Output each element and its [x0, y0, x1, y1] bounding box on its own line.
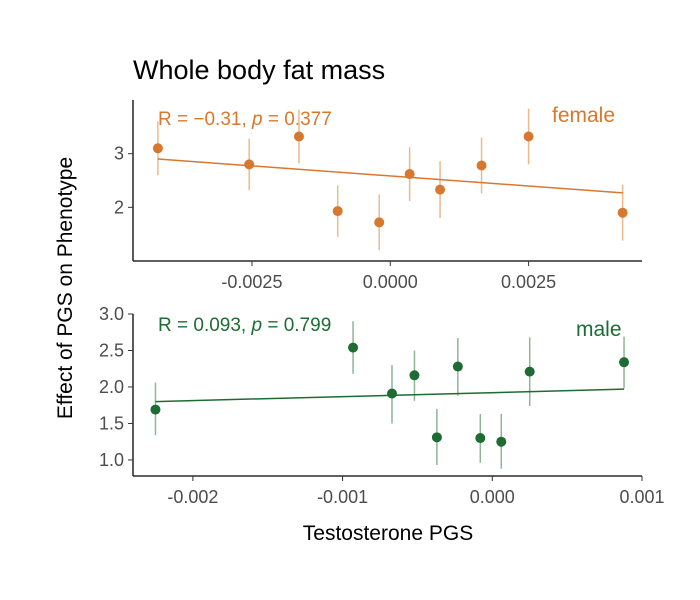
female-x-tick-label: -0.0025 [221, 272, 282, 292]
female-data-point [152, 143, 163, 154]
male-data-point [431, 432, 442, 443]
female-data-point [244, 159, 255, 170]
y-axis-label: Effect of PGS on Phenotype [54, 157, 77, 419]
x-axis-label: Testosterone PGS [303, 522, 473, 545]
group-label-female: female [552, 104, 615, 127]
annotation-female-suffix: = 0.377 [263, 109, 332, 130]
male-y-tick-label: 1.0 [99, 450, 124, 470]
male-data-point [386, 388, 397, 399]
male-data-point [150, 404, 161, 415]
female-data-point [617, 207, 628, 218]
annotation-male-suffix: = 0.799 [262, 315, 331, 336]
group-label-male: male [576, 318, 622, 341]
male-data-point [496, 436, 507, 447]
female-x-tick-label: 0.0000 [363, 272, 418, 292]
male-x-tick-label: -0.002 [167, 487, 218, 507]
female-data-point [293, 131, 304, 142]
male-x-tick-label: 0.001 [619, 487, 664, 507]
male-data-point [348, 342, 359, 353]
female-data-point [523, 131, 534, 142]
female-y-tick-label: 2 [114, 197, 124, 217]
annotation-female-prefix: R = −0.31, [158, 109, 252, 130]
male-x-tick-label: -0.001 [317, 487, 368, 507]
male-data-point [619, 357, 630, 368]
male-data-point [452, 361, 463, 372]
male-data-point [475, 433, 486, 444]
female-data-point [332, 206, 343, 217]
female-data-point [476, 160, 487, 171]
chart-title: Whole body fat mass [133, 55, 385, 85]
female-x-tick-label: 0.0025 [501, 272, 556, 292]
male-y-tick-label: 1.5 [99, 413, 124, 433]
male-data-point [524, 366, 535, 377]
annotation-male: R = 0.093, p = 0.799 [158, 315, 331, 336]
female-data-point [374, 217, 385, 228]
female-data-point [435, 184, 446, 195]
male-y-tick-label: 3.0 [99, 304, 124, 324]
annotation-female: R = −0.31, p = 0.377 [158, 109, 332, 130]
annotation-male-p: p [250, 315, 262, 336]
annotation-male-prefix: R = 0.093, [158, 315, 251, 336]
female-y-tick-label: 3 [114, 144, 124, 164]
female-data-point [404, 169, 415, 180]
panel-female: R = −0.31, p = 0.377 female 2 3 -0.0025 0.0… [114, 100, 642, 292]
male-x-tick-label: 0.000 [470, 487, 515, 507]
panel-male: R = 0.093, p = 0.799 male 1.0 1.5 2.0 2.5 3.… [99, 304, 665, 507]
male-y-tick-label: 2.0 [99, 377, 124, 397]
female-fit-line [157, 158, 623, 194]
annotation-female-p: p [251, 109, 263, 130]
male-data-point [409, 370, 420, 381]
male-y-tick-label: 2.5 [99, 340, 124, 360]
